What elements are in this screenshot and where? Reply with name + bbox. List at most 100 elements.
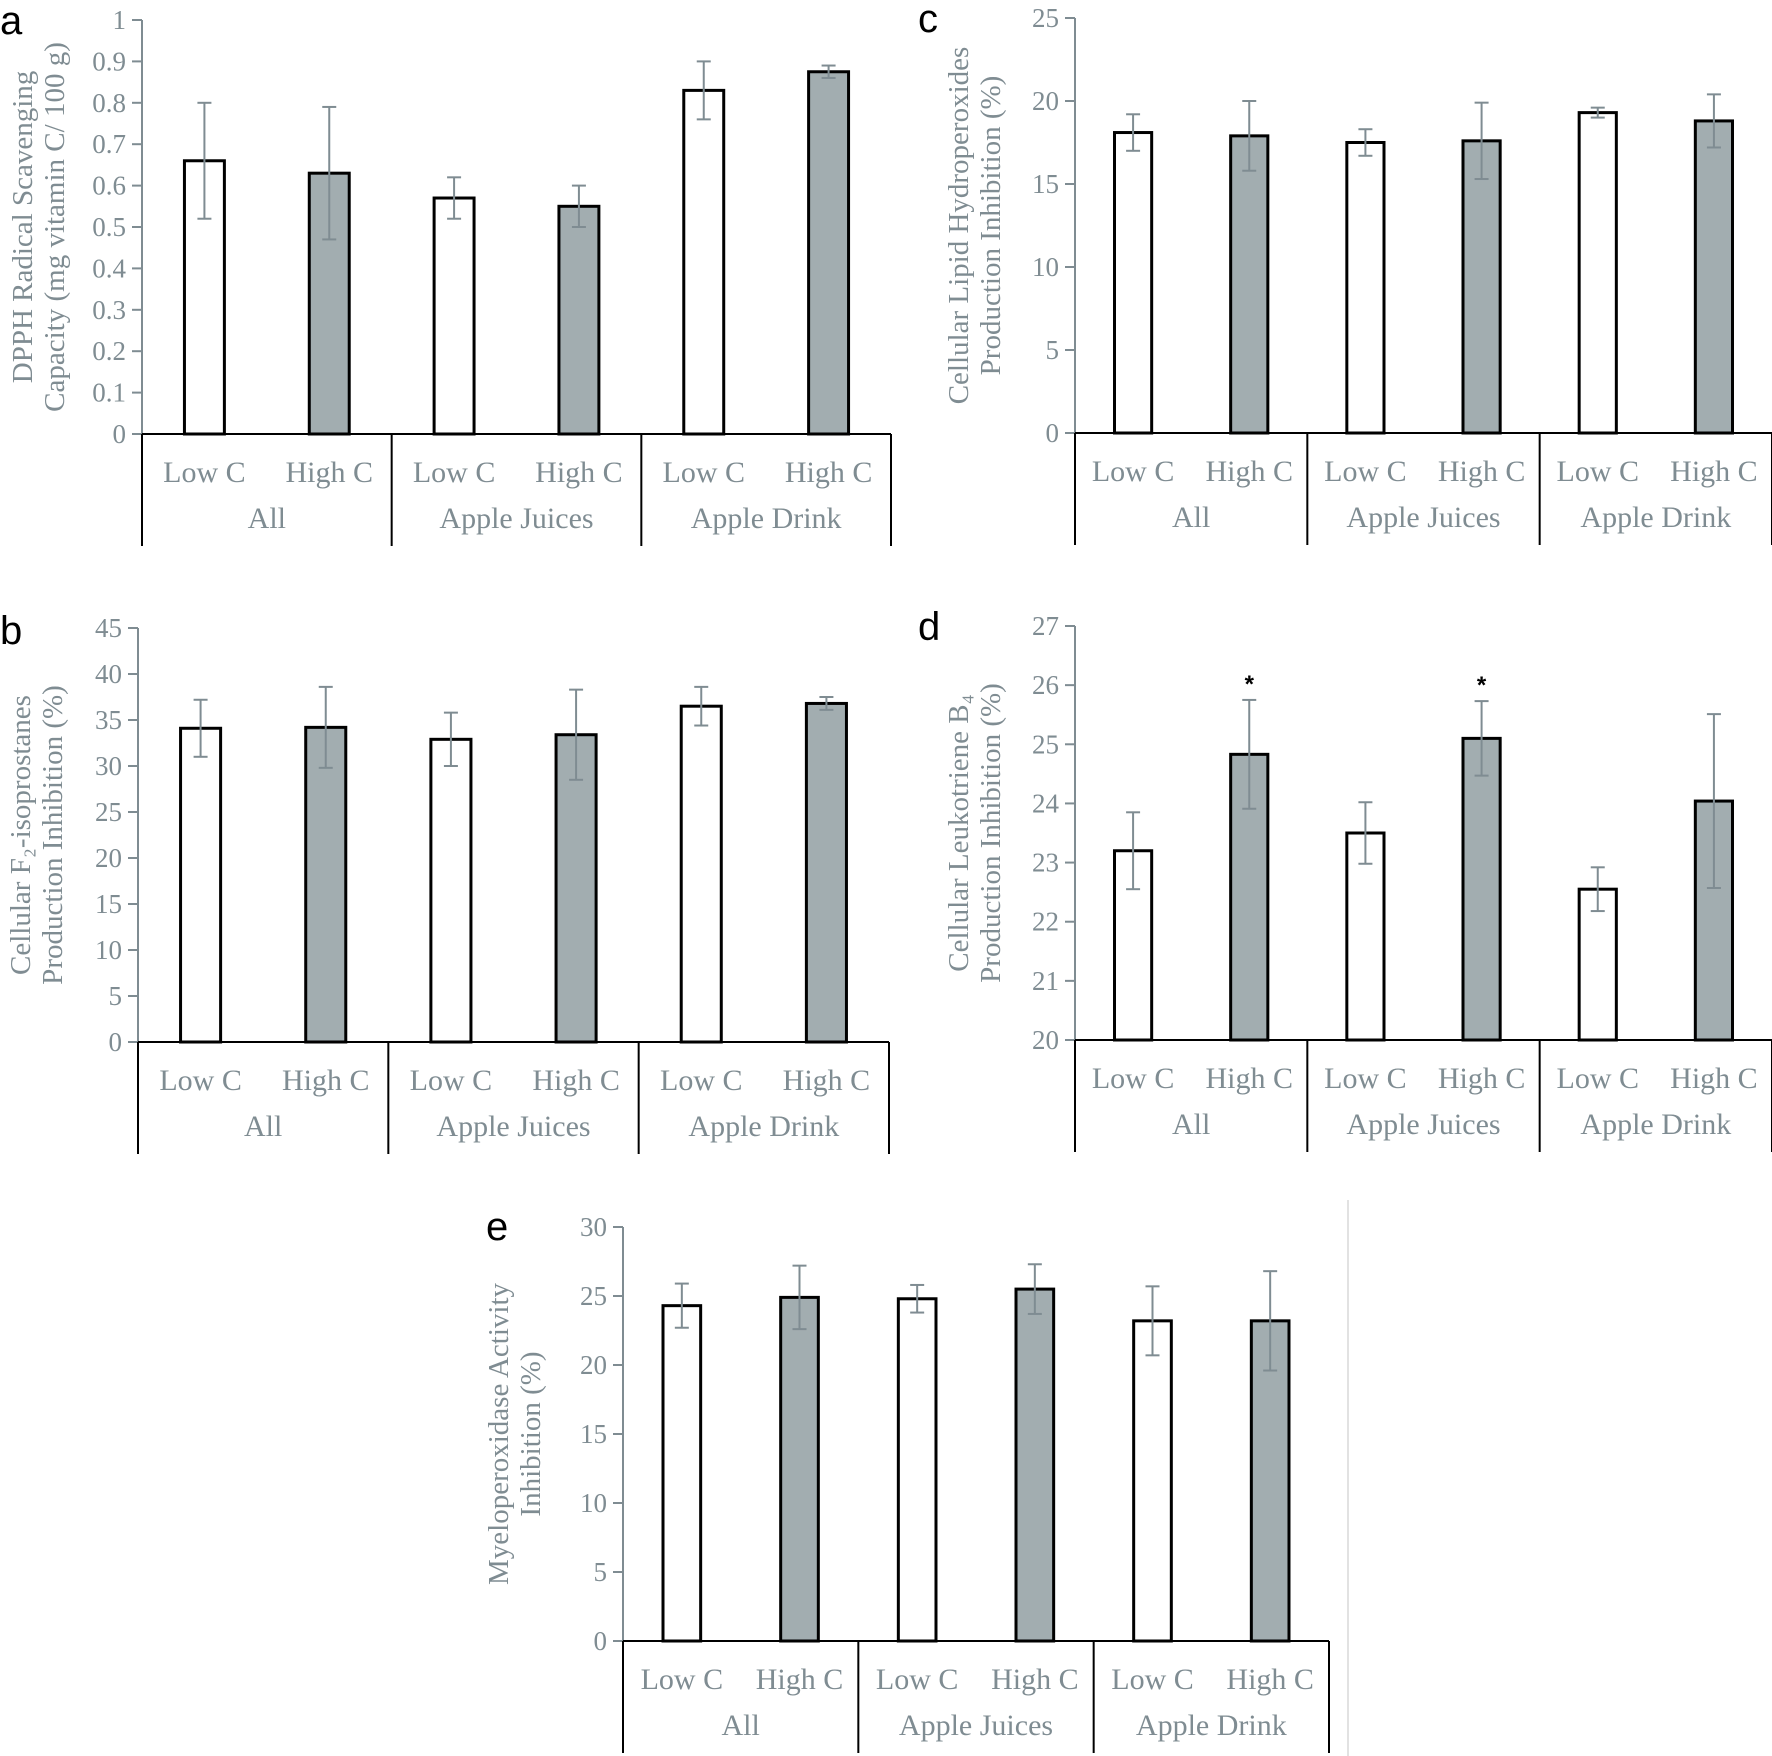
bar: [1461, 139, 1502, 435]
panel-letter-d: d: [918, 605, 940, 649]
panel-letter-a: a: [0, 0, 23, 43]
x-tick-label: High C: [532, 1064, 620, 1097]
group-label: All: [244, 1110, 282, 1143]
group-label: All: [1172, 1108, 1210, 1141]
bar: [807, 70, 851, 436]
y-tick-label: 15: [580, 1419, 607, 1449]
y-tick-label: 0: [1046, 418, 1060, 448]
x-tick-label: Low C: [641, 1663, 724, 1696]
bar: [1461, 736, 1502, 1042]
y-tick-label: 0: [109, 1027, 123, 1057]
x-tick-label: High C: [756, 1663, 844, 1696]
y-tick-label: 22: [1032, 907, 1059, 937]
y-tick-label: 23: [1032, 848, 1059, 878]
x-tick-label: High C: [1438, 1062, 1526, 1095]
group-label: Apple Juices: [1346, 1108, 1500, 1141]
y-tick-label: 10: [1032, 252, 1059, 282]
y-tick-label: 0.2: [92, 336, 126, 366]
x-tick-label: High C: [1670, 455, 1758, 488]
group-label: All: [248, 502, 286, 535]
bar: [661, 1304, 703, 1643]
x-tick-label: High C: [282, 1064, 370, 1097]
y-tick-label: 25: [1032, 3, 1059, 33]
x-tick-label: High C: [991, 1663, 1079, 1696]
group-label: Apple Drink: [1580, 1108, 1731, 1141]
significance-mark: *: [1477, 672, 1487, 699]
y-axis-label: Production Inhibition (%): [37, 685, 69, 985]
y-tick-label: 10: [580, 1488, 607, 1518]
group-label: Apple Drink: [688, 1110, 839, 1143]
x-tick-label: High C: [1438, 455, 1526, 488]
y-tick-label: 30: [580, 1212, 607, 1242]
panel-letter-b: b: [0, 609, 22, 653]
y-tick-label: 0.1: [92, 378, 126, 408]
bar: [1577, 111, 1618, 435]
x-tick-label: Low C: [1324, 1062, 1407, 1095]
y-tick-label: 20: [95, 843, 122, 873]
y-tick-label: 15: [1032, 169, 1059, 199]
bar: [429, 737, 473, 1044]
bar: [682, 88, 726, 436]
group-label: Apple Juices: [436, 1110, 590, 1143]
y-tick-label: 25: [580, 1281, 607, 1311]
x-tick-label: Low C: [660, 1064, 743, 1097]
x-tick-label: Low C: [163, 456, 246, 489]
y-tick-label: 21: [1032, 966, 1059, 996]
y-tick-label: 35: [95, 705, 122, 735]
y-tick-label: 5: [109, 981, 123, 1011]
bar: [557, 204, 601, 436]
y-tick-label: 26: [1032, 670, 1059, 700]
x-tick-label: Low C: [1557, 1062, 1640, 1095]
y-tick-label: 1: [113, 5, 127, 35]
y-tick-label: 30: [95, 751, 122, 781]
bar: [1693, 119, 1735, 435]
bar: [1249, 1319, 1291, 1643]
bar: [679, 704, 723, 1044]
group-label: All: [721, 1709, 759, 1742]
y-tick-label: 0.3: [92, 295, 126, 325]
y-axis-label: Cellular F₂-isoprostanes: [5, 695, 37, 975]
x-tick-label: High C: [1205, 1062, 1293, 1095]
y-tick-label: 15: [95, 889, 122, 919]
panel-letter-c: c: [918, 0, 938, 41]
significance-mark: *: [1245, 671, 1255, 698]
bar: [1132, 1319, 1173, 1643]
bar: [1345, 141, 1386, 435]
y-tick-label: 0.8: [92, 88, 126, 118]
x-tick-label: High C: [1226, 1663, 1314, 1696]
bar: [179, 726, 223, 1044]
x-tick-label: Low C: [1092, 1062, 1175, 1095]
y-tick-label: 0.6: [92, 171, 126, 201]
y-tick-label: 20: [580, 1350, 607, 1380]
y-tick-label: 24: [1032, 788, 1060, 818]
x-tick-label: Low C: [1111, 1663, 1194, 1696]
y-tick-label: 27: [1032, 611, 1059, 641]
x-tick-label: High C: [535, 456, 623, 489]
bar: [1229, 134, 1270, 435]
y-tick-label: 0: [113, 419, 127, 449]
bar: [804, 701, 848, 1044]
y-axis-label: Capacity (mg vitamin C/ 100 g): [39, 42, 71, 412]
x-tick-label: Low C: [1557, 455, 1640, 488]
x-tick-label: Low C: [410, 1064, 493, 1097]
x-tick-label: High C: [1670, 1062, 1758, 1095]
x-tick-label: Low C: [1092, 455, 1175, 488]
y-axis-label: Cellular Lipid Hydroperoxides: [943, 47, 975, 405]
y-axis-label: Production Inhibition (%): [975, 683, 1007, 983]
y-tick-label: 0.9: [92, 46, 126, 76]
y-tick-label: 0.4: [92, 253, 126, 283]
bar: [779, 1295, 820, 1643]
x-tick-label: Low C: [159, 1064, 242, 1097]
y-tick-label: 5: [594, 1557, 608, 1587]
y-axis-label: Inhibition (%): [515, 1351, 547, 1516]
bar: [432, 196, 476, 436]
group-label: Apple Drink: [1136, 1709, 1287, 1742]
x-tick-label: High C: [1205, 455, 1293, 488]
y-tick-label: 20: [1032, 1025, 1059, 1055]
y-axis-label: DPPH Radical Scavenging: [7, 71, 39, 384]
bar: [554, 733, 598, 1044]
y-tick-label: 0: [594, 1626, 608, 1656]
x-tick-label: Low C: [663, 456, 746, 489]
bar: [1014, 1287, 1056, 1643]
y-tick-label: 25: [1032, 729, 1059, 759]
